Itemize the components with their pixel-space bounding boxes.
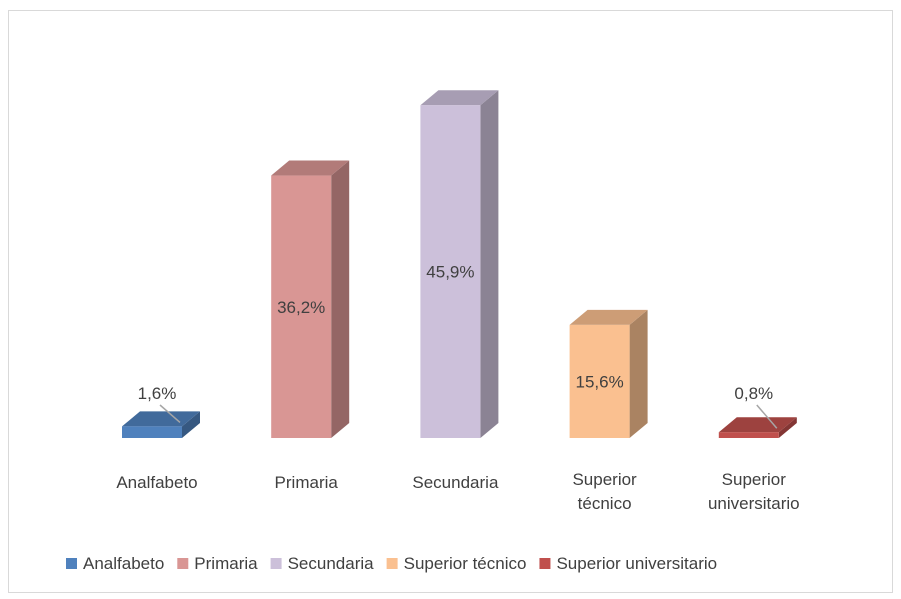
legend-swatch xyxy=(270,558,282,569)
legend-label: Analfabeto xyxy=(83,554,164,573)
data-label: 1,6% xyxy=(138,384,177,403)
bar xyxy=(122,426,182,438)
data-label: 36,2% xyxy=(277,298,325,317)
bar xyxy=(271,175,332,439)
bar-top xyxy=(271,160,350,176)
legend-label: Primaria xyxy=(194,554,258,573)
x-tick-label: Superior universitario xyxy=(708,470,800,513)
bar xyxy=(420,105,481,438)
bar-top xyxy=(718,417,797,433)
bar-side xyxy=(331,160,350,439)
bar xyxy=(569,324,630,438)
bar-top xyxy=(420,90,499,106)
legend-swatch xyxy=(386,558,398,569)
legend-label: Secundaria xyxy=(288,554,375,573)
legend-label: Superior universitario xyxy=(556,554,717,573)
x-tick-label: Secundaria xyxy=(412,473,499,492)
legend-swatch xyxy=(66,558,77,569)
data-label: 0,8% xyxy=(734,384,773,403)
bar-side xyxy=(480,90,499,438)
bar-side xyxy=(778,417,797,438)
x-tick-label: Analfabeto xyxy=(116,473,197,492)
bar-side xyxy=(629,309,648,438)
bar-top xyxy=(569,309,648,325)
bar-side xyxy=(182,411,200,438)
bar-top xyxy=(122,411,200,427)
bar xyxy=(718,432,779,438)
legend-swatch xyxy=(539,558,551,569)
leader-line xyxy=(756,404,778,429)
leader-line xyxy=(159,404,181,423)
x-tick-label: Primaria xyxy=(275,473,339,492)
legend-label: Superior técnico xyxy=(404,554,527,573)
x-tick-label: Superior técnico xyxy=(572,470,637,513)
legend-swatch xyxy=(177,558,189,569)
data-label: 15,6% xyxy=(575,372,623,391)
data-label: 45,9% xyxy=(426,263,474,282)
